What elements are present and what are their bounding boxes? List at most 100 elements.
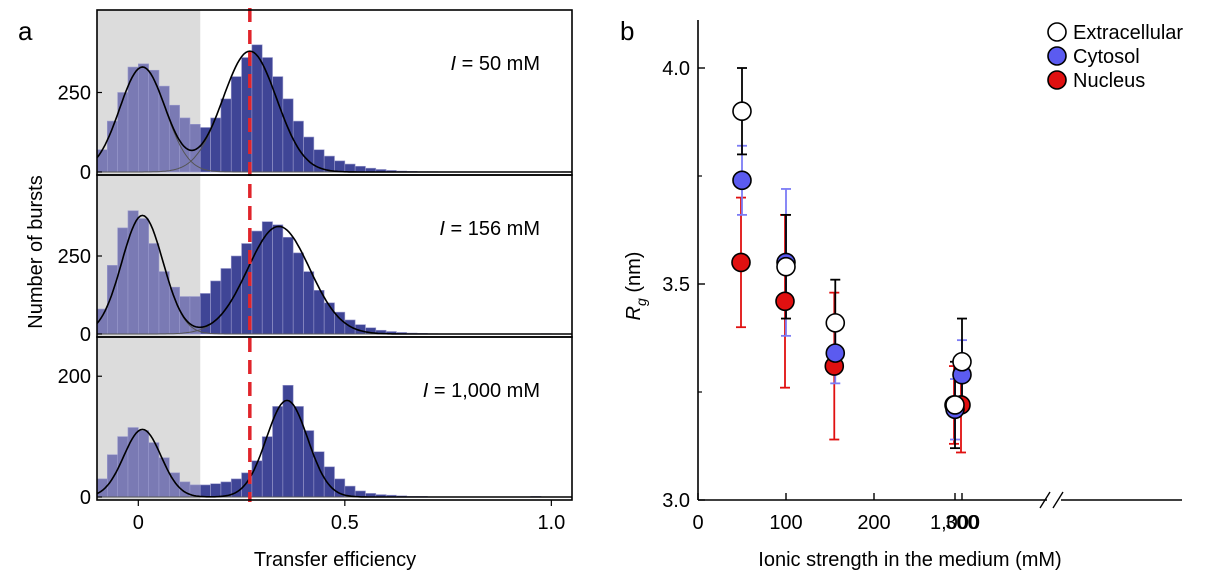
histogram-bar — [251, 44, 263, 173]
histogram-bar — [96, 149, 108, 173]
histogram-bar — [313, 290, 325, 335]
histogram-bar — [220, 268, 232, 335]
legend-marker-cytosol — [1047, 46, 1067, 66]
error-bars — [736, 67, 967, 454]
histogram-bar — [148, 442, 160, 498]
histogram-bar — [179, 296, 191, 335]
legend-label-extracellular: Extracellular — [1073, 22, 1183, 44]
y-tick-label: 250 — [58, 246, 91, 268]
fit-total — [96, 399, 572, 498]
axis-break-mark — [1039, 491, 1051, 509]
ionic-strength-symbol: I — [451, 53, 457, 75]
histogram-bar — [292, 120, 304, 173]
data-point-cytosol — [732, 170, 752, 191]
panel-a-y-axis-title: Number of bursts — [25, 175, 47, 328]
data-point-extracellular — [945, 395, 965, 415]
histogram-bar — [168, 286, 180, 335]
data-point-extracellular — [732, 101, 752, 121]
panel-b-y-ticks: 3.0 3.5 4.0 — [662, 58, 705, 512]
rg-subscript: g — [633, 298, 649, 306]
panel-b-y-axis-title: Rg (nm) — [623, 252, 649, 321]
y-tick-label: 0 — [80, 487, 91, 509]
y-tick-label: 3.0 — [662, 490, 690, 512]
axis-break-mark — [1052, 491, 1064, 509]
x-tick-label: 100 — [769, 512, 802, 534]
histogram-bar — [199, 484, 211, 498]
histogram-bar — [138, 63, 149, 173]
histogram-bar — [354, 165, 366, 173]
legend-label-nucleus: Nucleus — [1073, 70, 1145, 92]
histogram-bar — [158, 271, 170, 335]
y-tick-label: 3.5 — [662, 274, 690, 296]
data-point-extracellular — [825, 313, 846, 333]
histogram-bar — [179, 117, 191, 173]
ionic-strength-annotation-1: I = 50 mM — [451, 53, 540, 75]
fit-total — [96, 50, 572, 173]
y-tick-label: 0 — [80, 324, 91, 346]
histogram-bar — [210, 483, 222, 498]
y-tick-label: 200 — [58, 366, 91, 388]
histogram-bar — [189, 296, 201, 335]
legend-marker-extracellular — [1047, 22, 1067, 42]
ionic-strength-value: = 156 mM — [445, 218, 540, 240]
ionic-strength-value: = 50 mM — [456, 53, 540, 75]
ionic-strength-value: = 1,000 mM — [428, 380, 540, 402]
histogram-bars — [96, 44, 573, 498]
histogram-bar — [230, 76, 242, 173]
panel-a-x-axis-title: Transfer efficiency — [254, 549, 416, 571]
gaussian-fits — [96, 50, 572, 498]
histogram-bar — [344, 163, 356, 173]
rg-symbol: R — [623, 306, 645, 320]
histogram-bar — [282, 236, 294, 335]
ionic-strength-symbol: I — [439, 218, 445, 240]
histogram-bar — [292, 252, 304, 335]
histogram-bar — [210, 280, 222, 335]
rg-unit: (nm) — [623, 252, 645, 299]
histogram-bar — [107, 265, 118, 335]
histogram-bar — [138, 430, 149, 498]
histogram-bar — [303, 136, 315, 173]
x-tick-label: 0 — [133, 512, 144, 534]
ionic-strength-annotations: I = 50 mMI = 156 mMI = 1,000 mM — [423, 53, 540, 402]
histogram-bar — [323, 302, 335, 335]
ionic-strength-annotation-2: I = 156 mM — [439, 218, 540, 240]
legend-marker-nucleus — [1047, 70, 1067, 90]
x-tick-label: 300 — [945, 512, 978, 534]
histogram-bar — [272, 224, 284, 335]
data-point-cytosol — [825, 343, 846, 363]
x-tick-label: 200 — [857, 512, 890, 534]
histogram-bar — [323, 466, 335, 498]
x-tick-label: 0.5 — [331, 512, 359, 534]
histogram-bar — [107, 454, 118, 498]
histogram-bar — [272, 406, 284, 498]
ionic-strength-symbol: I — [423, 380, 429, 402]
histogram-bar — [148, 243, 160, 335]
panel-b-x-axis-title: Ionic strength in the medium (mM) — [758, 549, 1061, 571]
data-points — [731, 101, 972, 420]
histogram-bar — [138, 218, 149, 335]
panel-a-x-ticks: 0 0.5 1.0 — [133, 500, 565, 534]
data-point-extracellular — [776, 256, 796, 277]
histogram-bar — [220, 98, 232, 173]
histogram-bar — [127, 210, 139, 335]
fit-total — [96, 214, 572, 335]
histogram-bar — [251, 460, 263, 498]
histogram-bar — [303, 271, 315, 335]
data-point-nucleus — [731, 252, 751, 273]
data-point-extracellular — [952, 351, 972, 372]
panel-b-letter: b — [620, 16, 634, 46]
histogram-bar — [334, 160, 346, 173]
x-tick-label: 1.0 — [537, 512, 565, 534]
histogram-bar — [292, 406, 304, 498]
histogram-bar — [251, 230, 263, 335]
x-tick-label: 1,000 — [930, 512, 980, 534]
y-tick-label: 0 — [80, 162, 91, 184]
panel-a-letter: a — [18, 16, 33, 46]
panel-a-y-ticks: 0 250 0 250 0 200 — [58, 83, 102, 509]
legend-label-cytosol: Cytosol — [1073, 46, 1140, 68]
subplot-frame-3 — [96, 336, 573, 501]
y-tick-label: 250 — [58, 83, 91, 105]
